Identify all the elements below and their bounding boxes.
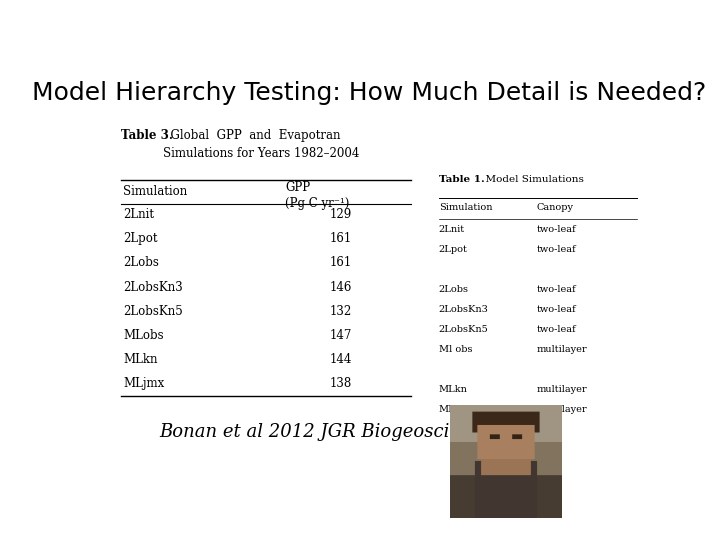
Text: MLkn: MLkn	[438, 384, 467, 394]
Text: 2Lobs: 2Lobs	[438, 285, 469, 294]
Text: MLobs: MLobs	[124, 329, 164, 342]
Text: multilayer: multilayer	[536, 384, 587, 394]
Text: 138: 138	[330, 377, 352, 390]
Text: 2LobsKn3: 2LobsKn3	[438, 305, 489, 314]
Text: Table 3.: Table 3.	[121, 129, 173, 142]
Text: 147: 147	[330, 329, 352, 342]
Text: MLjmx: MLjmx	[438, 404, 474, 414]
Text: multilayer: multilayer	[536, 345, 587, 354]
Text: 129: 129	[330, 208, 352, 221]
Text: 161: 161	[330, 232, 352, 245]
Text: two-leaf: two-leaf	[536, 285, 576, 294]
Text: 2Lnit: 2Lnit	[124, 208, 155, 221]
Text: 2LobsKn3: 2LobsKn3	[124, 281, 183, 294]
Text: Bonan et al 2012 JGR Biogeosci: Bonan et al 2012 JGR Biogeosci	[160, 423, 450, 441]
Text: 132: 132	[330, 305, 352, 318]
Text: Simulation: Simulation	[438, 203, 492, 212]
Text: two-leaf: two-leaf	[536, 305, 576, 314]
Text: 2Lpot: 2Lpot	[438, 245, 467, 254]
Text: 2LobsKn5: 2LobsKn5	[438, 325, 488, 334]
Text: Table 1.: Table 1.	[438, 175, 485, 184]
Text: 2LobsKn5: 2LobsKn5	[124, 305, 183, 318]
Text: Model Simulations: Model Simulations	[479, 175, 584, 184]
Text: 146: 146	[330, 281, 352, 294]
Text: 161: 161	[330, 256, 352, 269]
Text: 2Lpot: 2Lpot	[124, 232, 158, 245]
Text: 144: 144	[330, 353, 352, 366]
Text: GPP
(Pg C yr⁻¹): GPP (Pg C yr⁻¹)	[285, 181, 350, 210]
Text: two-leaf: two-leaf	[536, 245, 576, 254]
Text: two-leaf: two-leaf	[536, 325, 576, 334]
Text: 2Lnit: 2Lnit	[438, 225, 465, 234]
Text: Simulation: Simulation	[124, 185, 188, 198]
Text: Model Hierarchy Testing: How Much Detail is Needed?: Model Hierarchy Testing: How Much Detail…	[32, 82, 706, 105]
Text: MLkn: MLkn	[124, 353, 158, 366]
Text: multilayer: multilayer	[536, 404, 587, 414]
Text: Global  GPP  and  Evapotran
Simulations for Years 1982–2004: Global GPP and Evapotran Simulations for…	[163, 129, 359, 160]
Text: Ml obs: Ml obs	[438, 345, 472, 354]
Text: 2Lobs: 2Lobs	[124, 256, 159, 269]
Text: MLjmx: MLjmx	[124, 377, 165, 390]
Text: two-leaf: two-leaf	[536, 225, 576, 234]
Text: Canopy: Canopy	[536, 203, 573, 212]
